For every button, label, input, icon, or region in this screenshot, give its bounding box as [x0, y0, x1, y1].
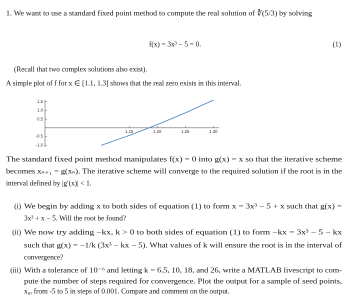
equation-number: (1)	[333, 41, 342, 49]
part-line: pute the number of steps required for co…	[24, 278, 342, 286]
problem-intro: 1. We want to use a standard fixed point…	[6, 10, 312, 18]
x-tick-label: 1.25	[181, 129, 190, 134]
y-tick-label: 0.5	[37, 116, 43, 121]
part-line: With a tolerance of 10⁻⁶ and letting k =…	[24, 267, 343, 275]
y-tick-label: -1.0	[36, 142, 44, 147]
part-line: such that g(x) = −1/k (3x³ − kx − 5). Wh…	[24, 242, 343, 250]
part-line: We begin by adding x to both sides of eq…	[24, 203, 342, 211]
part-line: convergence?	[24, 254, 63, 262]
x-tick-label: 1.15	[125, 129, 134, 134]
part-line: 3x³ + x − 5. Will the root be found?	[24, 215, 126, 223]
x-tick-label: 1.20	[153, 129, 162, 134]
data-line	[100, 99, 214, 146]
y-tick-label: 1.5	[37, 99, 43, 104]
y-tick-label: 1.0	[37, 108, 43, 113]
y-tick-label: -0.5	[36, 134, 44, 139]
part-line: x₀, from -5 to 5 in steps of 0.001. Comp…	[24, 288, 230, 295]
part-label: (iii)	[10, 267, 21, 275]
paragraph-line: becomes xₙ₊₁ = g(xₙ). The iterative sche…	[6, 168, 342, 176]
recall-note: (Recall that two complex solutions also …	[14, 66, 147, 74]
paragraph-line: interval defined by |g′(x)| < 1.	[6, 180, 92, 188]
paragraph-line: The standard fixed point method manipula…	[6, 156, 342, 164]
part-line: We now try adding −kx, k > 0 to both sid…	[24, 229, 343, 237]
part-label: (i)	[14, 203, 21, 211]
x-tick-label: 1.30	[209, 129, 218, 134]
equation: f(x) = 3x³ − 5 = 0.	[149, 41, 201, 49]
part-label: (ii)	[12, 229, 21, 237]
plot-intro: A simple plot of f for x ∈ [1.1, 1.3] sh…	[6, 80, 242, 88]
